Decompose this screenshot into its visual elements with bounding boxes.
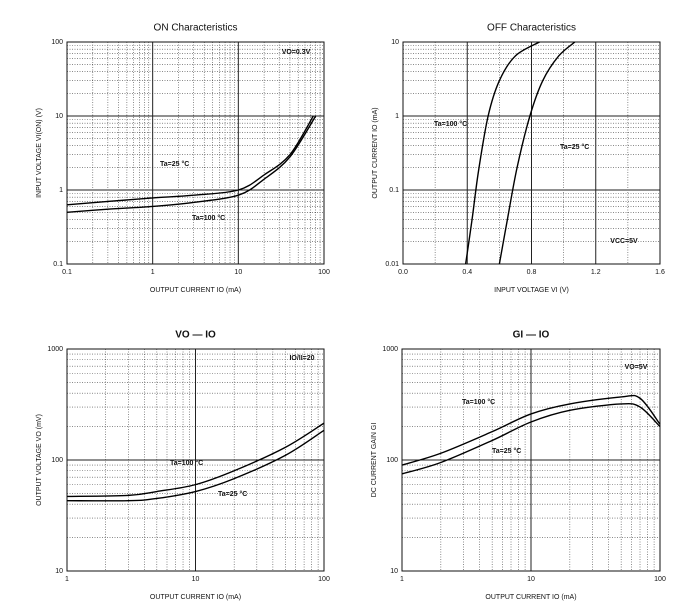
y-tick-label: 1000 xyxy=(47,346,63,353)
chart-title: ON Characteristics xyxy=(154,23,238,34)
x-tick-label: 100 xyxy=(318,576,330,583)
y-tick-label: 10 xyxy=(55,568,63,575)
y-tick-label: 0.1 xyxy=(389,187,399,194)
plot-frame xyxy=(401,348,661,572)
annotation: VO=5V xyxy=(625,364,648,371)
curve xyxy=(464,41,540,265)
curve xyxy=(66,115,314,206)
y-tick-label: 1 xyxy=(59,187,63,194)
x-tick-label: 1 xyxy=(400,576,404,583)
y-axis-label: OUTPUT VOLTAGE VO (mV) xyxy=(36,414,43,506)
series-label: Ta=100 °C xyxy=(192,214,225,222)
x-tick-label: 100 xyxy=(318,269,330,276)
plot-frame xyxy=(66,348,325,572)
curve xyxy=(401,402,661,475)
y-tick-label: 1000 xyxy=(382,346,398,353)
x-axis-label: INPUT VOLTAGE VI (V) xyxy=(494,287,569,294)
x-axis-label: OUTPUT CURRENT IO (mA) xyxy=(150,287,241,294)
x-tick-label: 0.8 xyxy=(527,269,537,276)
plot-frame xyxy=(66,41,325,265)
y-axis-label: OUTPUT CURRENT IO (mA) xyxy=(372,107,379,198)
x-tick-label: 10 xyxy=(234,269,242,276)
x-tick-label: 1.2 xyxy=(591,269,601,276)
y-tick-label: 0.01 xyxy=(385,261,399,268)
x-tick-label: 1 xyxy=(151,269,155,276)
y-tick-label: 1 xyxy=(395,113,399,120)
curve xyxy=(401,394,661,466)
series-label: Ta=25 °C xyxy=(160,160,189,168)
chart-title: GI — IO xyxy=(513,330,550,341)
curve xyxy=(498,41,576,265)
y-axis-label: DC CURRENT GAIN GI xyxy=(371,423,378,498)
x-tick-label: 0.0 xyxy=(398,269,408,276)
x-tick-label: 10 xyxy=(527,576,535,583)
series-label: Ta=25 °C xyxy=(218,490,247,498)
x-tick-label: 10 xyxy=(192,576,200,583)
x-tick-label: 1.6 xyxy=(655,269,665,276)
series-label: Ta=100 °C xyxy=(434,120,467,128)
x-axis-label: OUTPUT CURRENT IO (mA) xyxy=(485,594,576,601)
annotation: IO/II=20 xyxy=(289,355,314,362)
y-tick-label: 100 xyxy=(51,39,63,46)
chart-title: VO — IO xyxy=(175,330,216,341)
y-tick-label: 100 xyxy=(386,457,398,464)
y-tick-label: 10 xyxy=(55,113,63,120)
curve xyxy=(66,115,317,213)
y-tick-label: 10 xyxy=(391,39,399,46)
x-tick-label: 100 xyxy=(654,576,666,583)
y-tick-label: 10 xyxy=(390,568,398,575)
y-axis-label: INPUT VOLTAGE VI(ON) (V) xyxy=(36,108,43,198)
annotation: VO=0.3V xyxy=(282,49,311,56)
curve xyxy=(66,429,325,502)
x-tick-label: 0.1 xyxy=(62,269,72,276)
y-tick-label: 0.1 xyxy=(53,261,63,268)
curve xyxy=(66,422,325,498)
x-axis-label: OUTPUT CURRENT IO (mA) xyxy=(150,594,241,601)
chart-title: OFF Characteristics xyxy=(487,23,576,34)
y-tick-label: 100 xyxy=(51,457,63,464)
annotation: VCC=5V xyxy=(610,238,638,245)
series-label: Ta=100 °C xyxy=(462,398,495,406)
plot-frame xyxy=(402,41,661,265)
series-label: Ta=25 °C xyxy=(492,447,521,455)
series-label: Ta=100 °C xyxy=(170,459,203,467)
series-label: Ta=25 °C xyxy=(560,143,589,151)
x-tick-label: 0.4 xyxy=(462,269,472,276)
x-tick-label: 1 xyxy=(65,576,69,583)
